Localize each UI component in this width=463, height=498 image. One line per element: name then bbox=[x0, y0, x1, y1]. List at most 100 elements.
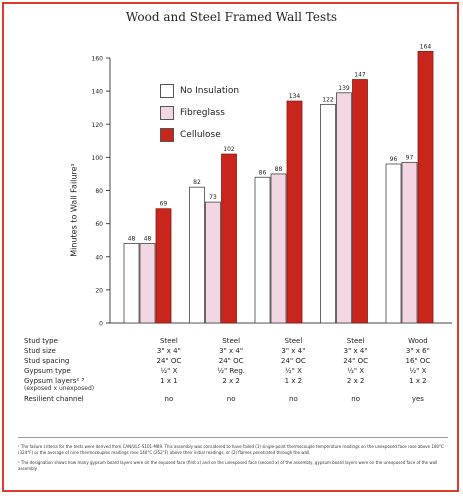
y-tick-label: 40 bbox=[95, 254, 103, 261]
table-cell: 3" x 4" bbox=[281, 347, 306, 355]
table-row-gypsum-layers: Gypsum layers² ³ (exposed x unexposed) 1… bbox=[24, 377, 449, 395]
chart-legend: No Insulation Fibreglass Cellulose bbox=[160, 80, 239, 146]
chart-title: Wood and Steel Framed Wall Tests bbox=[125, 10, 338, 24]
legend-item-fibreglass: Fibreglass bbox=[160, 102, 239, 124]
bar-fibreglass bbox=[401, 161, 418, 324]
table-cell: 3" x 4" bbox=[156, 347, 181, 355]
table-cell: 1 x 1 bbox=[160, 377, 178, 385]
table-cell: ½" Reg. bbox=[217, 367, 246, 375]
bar-fibreglass bbox=[139, 243, 156, 324]
data-label: 88 bbox=[275, 166, 283, 173]
row-label-main: Gypsum layers² ³ bbox=[24, 377, 85, 385]
data-label: 102 bbox=[223, 146, 235, 153]
data-label: 69 bbox=[160, 201, 168, 208]
table-cell: 24" OC bbox=[156, 357, 182, 365]
table-cell: 3" x 4" bbox=[343, 347, 368, 355]
bar-cellulose bbox=[155, 208, 172, 324]
table-cell: Steel bbox=[222, 337, 241, 345]
data-label: 82 bbox=[193, 179, 201, 186]
bar-fibreglass bbox=[270, 173, 287, 324]
footnote: ¹ The failure criteria for the tests wer… bbox=[18, 444, 444, 455]
row-label: Stud size bbox=[24, 347, 56, 355]
row-label: Stud spacing bbox=[24, 357, 70, 365]
data-label: 86 bbox=[259, 169, 267, 176]
bar-no-insulation bbox=[189, 186, 205, 324]
y-tick-label: 120 bbox=[92, 122, 104, 129]
data-label: 139 bbox=[338, 85, 350, 92]
table-cell: no bbox=[164, 395, 174, 403]
bar-fibreglass bbox=[336, 92, 352, 324]
table-row-stud-size: Stud size 3" x 4" 3" x 4" 3" x 4" 3" x 4… bbox=[24, 347, 449, 357]
bar-cellulose bbox=[352, 79, 368, 324]
legend-swatch-no-insulation bbox=[160, 84, 174, 98]
data-label: 122 bbox=[322, 96, 334, 103]
legend-item-no-insulation: No Insulation bbox=[160, 80, 239, 102]
table-cell: Steel bbox=[346, 337, 365, 345]
row-label: Resilient channel bbox=[24, 395, 84, 403]
legend-label: No Insulation bbox=[180, 86, 240, 96]
y-tick-label: 140 bbox=[92, 89, 104, 96]
table-cell: ½" X bbox=[347, 367, 365, 375]
legend-label: Cellulose bbox=[180, 130, 221, 140]
table-cell: 3" x 4" bbox=[219, 347, 244, 355]
row-label: Gypsum type bbox=[24, 367, 71, 375]
data-label: 147 bbox=[354, 72, 366, 79]
row-label: Stud type bbox=[24, 337, 58, 345]
table-cell: no bbox=[226, 395, 236, 403]
data-label: 96 bbox=[390, 156, 398, 163]
table-cell: 24" OC bbox=[281, 357, 306, 365]
table-cell: ½" X bbox=[409, 367, 427, 375]
table-cell: ½" X bbox=[160, 367, 178, 375]
y-axis-label: Minutes to Wall Failure¹ bbox=[69, 163, 79, 257]
y-tick-label: 0 bbox=[99, 321, 103, 328]
bar-no-insulation bbox=[254, 176, 271, 324]
legend-swatch-cellulose bbox=[160, 128, 174, 142]
y-tick-label: 160 bbox=[92, 56, 104, 63]
table-cell: no bbox=[289, 395, 298, 403]
bar-fibreglass bbox=[205, 201, 221, 324]
y-tick-label: 60 bbox=[95, 221, 103, 228]
table-cell: no bbox=[351, 395, 360, 403]
table-cell: 3" x 6" bbox=[405, 347, 430, 355]
data-label: 164 bbox=[420, 43, 432, 50]
table-cell: 24" OC bbox=[218, 357, 244, 365]
data-label: 134 bbox=[289, 93, 301, 100]
table-row-stud-type: Stud type Steel Steel Steel Steel Wood bbox=[24, 337, 449, 347]
table-cell: yes bbox=[411, 395, 424, 403]
row-label: Gypsum layers² ³ (exposed x unexposed) bbox=[24, 377, 120, 392]
legend-label: Fibreglass bbox=[180, 108, 225, 118]
y-tick-label: 80 bbox=[95, 188, 103, 195]
bar-no-insulation bbox=[320, 103, 336, 324]
bar-cellulose bbox=[286, 100, 303, 324]
divider bbox=[18, 437, 448, 438]
table-cell: Steel bbox=[160, 337, 178, 345]
table-cell: 2 x 2 bbox=[346, 377, 365, 385]
table-cell: 16" OC bbox=[405, 357, 431, 365]
bar-cellulose bbox=[417, 50, 434, 324]
table-cell: ½" X bbox=[284, 367, 302, 375]
data-label: 48 bbox=[144, 236, 152, 243]
y-tick-label: 100 bbox=[92, 155, 104, 162]
footnotes: ¹ The failure criteria for the tests wer… bbox=[18, 444, 448, 476]
bar-no-insulation bbox=[123, 243, 140, 324]
table-cell: 2 x 2 bbox=[222, 377, 240, 385]
table-row-stud-spacing: Stud spacing 24" OC 24" OC 24" OC 24" OC… bbox=[24, 357, 449, 367]
test-parameters-table: Stud type Steel Steel Steel Steel Wood S… bbox=[24, 337, 449, 405]
table-cell: Steel bbox=[284, 337, 303, 345]
table-cell: 24" OC bbox=[343, 357, 369, 365]
table-row-gypsum-type: Gypsum type ½" X ½" Reg. ½" X ½" X ½" X bbox=[24, 367, 449, 377]
table-row-resilient-channel: Resilient channel no no no no yes bbox=[24, 395, 449, 405]
data-label: 48 bbox=[128, 236, 136, 243]
table-cell: 1 x 2 bbox=[409, 377, 427, 385]
data-label: 97 bbox=[406, 154, 414, 161]
row-label-sub: (exposed x unexposed) bbox=[24, 385, 95, 392]
legend-item-cellulose: Cellulose bbox=[160, 124, 239, 146]
footnote: ² The designation shows how many gypsum … bbox=[18, 460, 438, 471]
bar-cellulose bbox=[221, 153, 237, 324]
y-tick-label: 20 bbox=[95, 287, 103, 294]
table-cell: 1 x 2 bbox=[284, 377, 303, 385]
data-label: 73 bbox=[209, 194, 217, 201]
bar-no-insulation bbox=[385, 163, 402, 324]
legend-swatch-fibreglass bbox=[160, 106, 174, 120]
